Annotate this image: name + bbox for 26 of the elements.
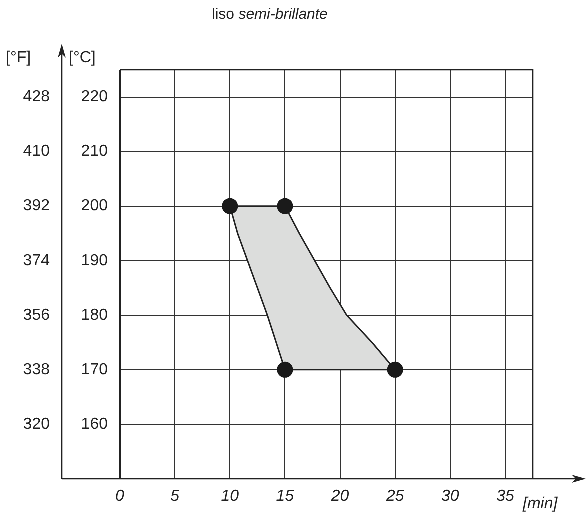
- y-tick-label: 170: [81, 361, 108, 378]
- x-axis-title: [min]: [522, 495, 558, 512]
- x-tick-label: 25: [385, 488, 404, 506]
- chart-title: liso semi-brillante: [212, 6, 328, 23]
- x-tick-label: 15: [276, 488, 294, 506]
- y2-tick-label: 392: [23, 198, 50, 215]
- y2-tick-label: 338: [23, 361, 50, 378]
- y-tick-label: 220: [81, 88, 108, 106]
- y-tick-label: 200: [81, 198, 108, 215]
- y2-tick-label: 428: [23, 88, 50, 106]
- y2-tick-label: 320: [23, 416, 50, 433]
- x-tick-label: 0: [116, 488, 125, 506]
- y2-tick-label: 356: [23, 306, 50, 324]
- x-tick-label: 20: [330, 488, 350, 506]
- y-tick-label: 160: [81, 416, 108, 433]
- y-tick-label: 180: [81, 306, 108, 324]
- x-tick-label: 5: [170, 488, 180, 506]
- y2-tick-label: 410: [23, 143, 50, 160]
- y-axis-title: [°C]: [69, 49, 96, 66]
- x-tick-label: 10: [221, 488, 240, 506]
- y2-axis-title: [°F]: [6, 49, 32, 66]
- x-tick-label: 30: [442, 488, 460, 506]
- y-tick-label: 190: [81, 252, 108, 270]
- x-tick-label: 35: [496, 488, 514, 506]
- y2-tick-label: 374: [23, 252, 50, 270]
- y-tick-label: 210: [81, 143, 108, 160]
